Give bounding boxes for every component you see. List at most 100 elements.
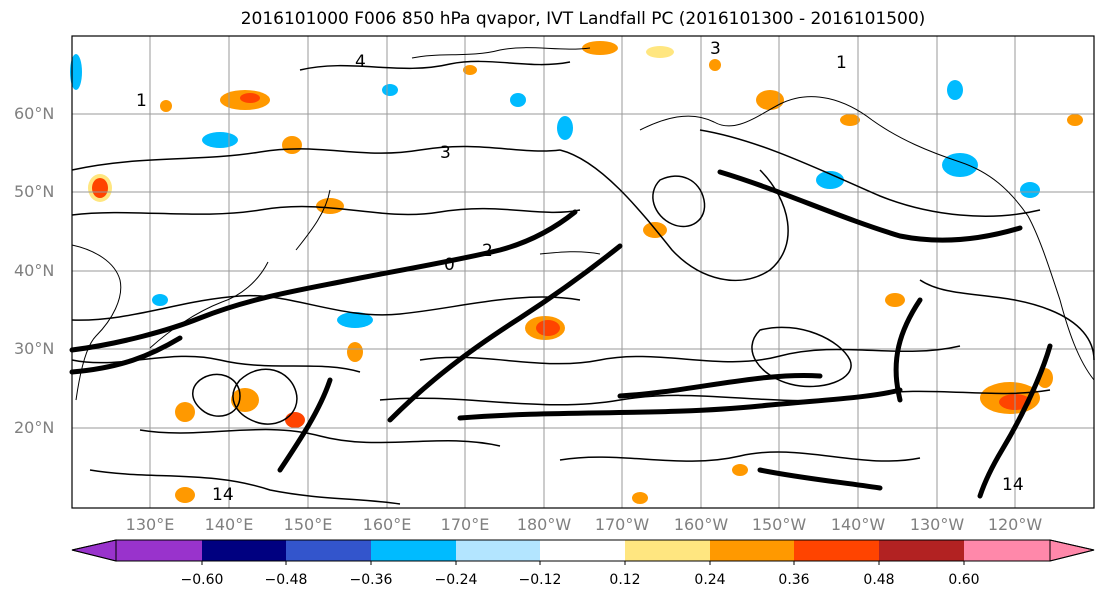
contour-line: [299, 60, 571, 71]
contour-line: [71, 294, 581, 321]
lon-label: 140°W: [830, 515, 886, 534]
lat-label: 60°N: [14, 104, 55, 123]
shading-patch: [536, 320, 560, 336]
colorbar-tick-label: 0.48: [863, 572, 895, 588]
lat-label: 50°N: [14, 182, 55, 201]
shading-patch: [160, 100, 172, 112]
shading-patch: [282, 136, 302, 154]
shading-patch: [316, 198, 344, 214]
colorbar-cell: [625, 540, 710, 561]
contour-line: [139, 428, 501, 447]
colorbar-cell: [286, 540, 371, 561]
contour-loop: [232, 368, 298, 425]
shading-patch: [285, 412, 305, 428]
contour-line: [71, 355, 361, 373]
contour-labels: 4 3 1 1 3 2 0 14 14: [136, 39, 1024, 505]
jet-core-line: [757, 467, 883, 491]
shading-patch: [942, 153, 978, 177]
jet-core-line: [277, 377, 333, 473]
shading-patch: [337, 312, 373, 328]
colorbar-tick-label: 0.24: [694, 572, 726, 588]
contour-line: [379, 389, 1051, 406]
lat-label: 40°N: [14, 261, 55, 280]
colorbar-outline: [71, 539, 1095, 562]
shading-patch: [463, 65, 477, 75]
colorbar-cell: [540, 540, 625, 561]
lon-label: 140°E: [204, 515, 254, 534]
shading-patch: [732, 464, 748, 476]
graticule: [72, 36, 1094, 508]
contour-label: 1: [136, 91, 147, 111]
contour-label: 3: [440, 143, 451, 163]
colorbar-tick-label: −0.24: [434, 572, 478, 588]
shading-patch: [557, 116, 573, 140]
shading-patch: [816, 171, 844, 189]
contour-label: 0: [444, 255, 455, 275]
lon-label: 160°E: [362, 515, 412, 534]
ivt-contours-strong: [69, 169, 1053, 499]
lon-label: 130°W: [909, 515, 965, 534]
lon-label: 150°E: [283, 515, 333, 534]
shading-patch: [1020, 182, 1040, 198]
shading-patch: [632, 492, 648, 504]
contour-label: 14: [1002, 475, 1024, 495]
shading-patch: [646, 46, 674, 58]
colorbar-cell: [116, 540, 202, 561]
coastline-kurils: [295, 189, 331, 251]
jet-core-line: [977, 343, 1053, 499]
contour-label: 4: [355, 52, 366, 72]
colorbar-tick-label: −0.60: [180, 572, 224, 588]
contour-line: [71, 205, 581, 216]
colorbar-cell: [456, 540, 540, 561]
contour-line: [89, 469, 401, 505]
jet-core-line: [617, 373, 823, 399]
colorbar-tick-label: −0.48: [264, 572, 308, 588]
jet-core-line: [387, 243, 623, 423]
shading-patch: [175, 402, 195, 422]
lat-label: 20°N: [14, 418, 55, 437]
jet-core-line: [69, 335, 183, 375]
shading-patch: [92, 178, 108, 198]
colorbar-cell: [964, 540, 1050, 561]
contour-label: 1: [836, 53, 847, 73]
shading-patch: [347, 342, 363, 362]
coastlines: [71, 47, 1095, 401]
shading-patch: [885, 293, 905, 307]
colorbar-max-arrow: [1049, 539, 1095, 562]
coastline-north-america: [871, 119, 1095, 381]
coastline-siberia: [411, 47, 591, 59]
contour-label: 2: [482, 241, 493, 261]
colorbar-cell: [371, 540, 456, 561]
shading-patch: [240, 93, 260, 103]
contour-label: 14: [212, 485, 234, 505]
colorbar-tick-label: 0.60: [948, 572, 980, 588]
lon-label: 120°W: [987, 515, 1043, 534]
contour-line: [699, 129, 1041, 217]
colorbar-cell: [794, 540, 879, 561]
shading-patch: [1067, 114, 1083, 126]
contour-line: [71, 145, 561, 171]
shading-patch: [70, 54, 82, 90]
map-title: 2016101000 F006 850 hPa qvapor, IVT Land…: [240, 9, 926, 29]
contour-label: 3: [710, 39, 721, 59]
coastline-alaska: [639, 96, 873, 131]
coastline-aleutians: [539, 251, 601, 255]
contour-line: [419, 345, 961, 365]
colorbar-tick-label: −0.12: [518, 572, 562, 588]
coastline-japan: [149, 261, 269, 349]
jet-core-line: [69, 209, 578, 353]
shading-patch: [947, 80, 963, 100]
lon-label: 160°W: [673, 515, 729, 534]
shading-patch: [152, 294, 168, 306]
lon-label: 180°W: [516, 515, 572, 534]
colorbar-min-arrow: [71, 539, 117, 562]
shading-patch: [382, 84, 398, 96]
colorbar-tick-label: 0.36: [778, 572, 810, 588]
lon-label: 170°E: [440, 515, 490, 534]
jet-core-line: [717, 169, 1023, 243]
shading-patch: [709, 59, 721, 71]
colorbar-cell: [710, 540, 794, 561]
contour-line: [559, 451, 921, 462]
jet-core-line: [893, 297, 923, 403]
